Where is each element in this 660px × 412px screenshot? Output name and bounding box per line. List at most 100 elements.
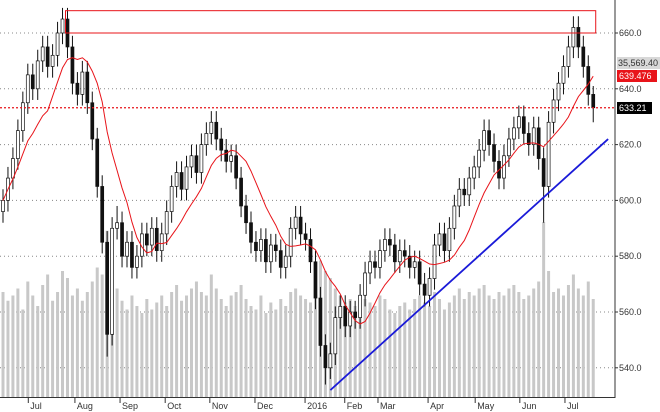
ma-readout-box [617,70,657,82]
volume-bar [224,306,228,397]
volume-bar [428,306,432,397]
candle-body [179,172,184,190]
volume-bar [437,299,441,397]
candle [16,119,20,170]
candle-body [149,227,154,246]
volume-bar [189,288,193,397]
volume-bar [502,295,506,397]
candle-body [303,233,308,240]
candle [85,60,90,114]
candle-body [427,278,432,296]
candle-body [333,317,338,355]
candle-body [298,216,303,235]
volume-bar [219,299,223,397]
candle [358,284,362,329]
volume-bar [274,309,278,397]
candle [566,35,571,78]
candle [318,286,323,357]
volume-bar [85,292,89,397]
candle [308,228,313,273]
candle [95,127,100,198]
candle [135,245,139,279]
volume-bar [150,309,154,397]
volume-bar [120,300,124,397]
candle [363,261,367,307]
candle [576,16,581,59]
trendline [329,138,609,391]
candle-body [224,149,229,162]
volume-bar [80,300,84,397]
candle-body [383,239,387,251]
candle [249,211,253,254]
candle [392,233,397,273]
candle-body [472,166,477,179]
volume-bar [492,299,496,397]
candle [50,44,55,78]
candle [204,122,209,156]
candle [259,228,263,262]
candle-body [189,155,194,168]
candle [323,334,328,385]
volume-bar [547,271,551,397]
candle [70,35,75,95]
candle-body [442,233,447,251]
candle [561,55,566,95]
y-tick-label: 660.0 [619,28,642,38]
candle [149,217,154,257]
candle [35,49,40,100]
last-price-readout: 633.21 [619,103,647,113]
candle-body [397,250,402,263]
volume-bar [576,288,580,397]
candle [397,239,402,273]
volume-bar [165,306,169,397]
x-tick-label: Oct [167,401,182,411]
candle-body [219,138,224,151]
moving-average-line [2,57,594,325]
candle-body [591,94,596,109]
candle [541,147,546,223]
volume-bar [418,295,422,397]
volume-bar [115,288,119,397]
candle [120,211,124,268]
candle-body [561,66,566,84]
candle [278,239,283,279]
candle [115,205,119,240]
candle [581,35,586,78]
volume-bar [497,292,501,397]
candle [174,161,179,198]
volume-bar [155,302,159,397]
volume-bar [6,300,10,397]
candle [412,250,417,279]
x-tick-label: Jul [567,401,579,411]
volume-bar [175,285,179,397]
volume-bar [403,302,407,397]
candle-body [462,188,467,196]
volume-bar [423,302,427,397]
volume-bar [16,288,20,397]
candle-body [526,133,531,145]
volume-bar [323,271,327,397]
candle-body [492,144,496,162]
volume-bar [145,299,149,397]
candle-body [402,250,407,257]
candle [164,200,169,246]
candle-body [184,166,189,190]
candle [487,119,491,156]
volume-bar [512,285,516,397]
volume-bar [527,295,531,397]
volume-bar [294,288,298,397]
y-tick-label: 600.0 [619,195,642,205]
candle-body [452,205,457,229]
volume-bar [373,306,377,397]
candle [264,228,268,273]
volume-bar [433,292,437,397]
candle [239,166,243,218]
candle [383,228,387,262]
volume-bar [368,302,372,397]
candle-body [35,60,40,90]
volume-bar [388,309,392,397]
volume-bar [41,285,45,397]
volume-bar [304,299,308,397]
candle-body [229,155,234,162]
candle [422,272,427,307]
